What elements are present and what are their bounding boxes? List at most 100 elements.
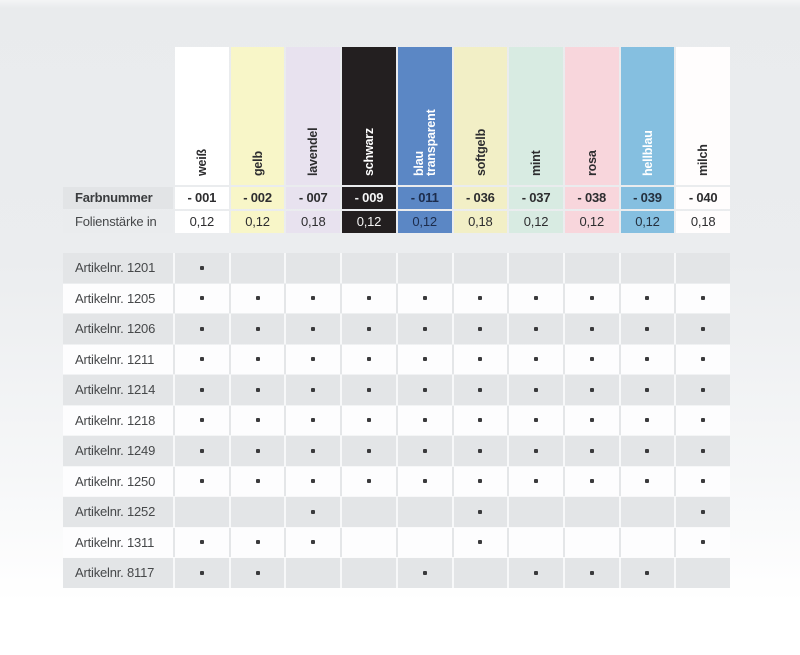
square-dot-icon [701,418,706,423]
square-dot-icon [478,448,483,453]
article-row: Artikelnr. 1201 [63,253,730,283]
availability-cell [175,283,229,313]
square-dot-icon [701,540,706,545]
color-swatch: mint [509,47,563,185]
square-dot-icon [701,448,706,453]
availability-cell [453,436,508,466]
availability-cell [676,497,730,527]
square-dot-icon [478,357,483,362]
article-number-label: Artikelnr. 1205 [63,283,173,313]
square-dot-icon [589,296,594,301]
color-name-label: milch [696,144,711,176]
availability-cell [230,466,285,496]
color-spec-table: Farbnummer Folienstärke in weiß - 001 0,12… [63,47,730,233]
availability-cell [342,558,396,588]
square-dot-icon [422,479,427,484]
color-swatch: milch [676,47,730,185]
square-dot-icon [478,509,483,514]
article-row: Artikelnr. 1218 [63,405,730,435]
availability-cell [453,314,508,344]
availability-cell [453,283,508,313]
farbnummer-value: - 007 [286,187,341,209]
color-name-label: mint [529,150,544,176]
square-dot-icon [311,326,316,331]
availability-cell [397,558,452,588]
square-dot-icon [255,418,260,423]
article-number-label: Artikelnr. 1218 [63,405,173,435]
availability-cell [286,314,341,344]
availability-cell [230,436,285,466]
availability-cell [397,344,452,374]
square-dot-icon [199,570,204,575]
availability-cell [509,375,563,405]
farbnummer-value: - 001 [175,187,229,209]
square-dot-icon [478,418,483,423]
article-row: Artikelnr. 8117 [63,558,730,588]
article-number-label: Artikelnr. 1201 [63,253,173,283]
square-dot-icon [311,387,316,392]
farbnummer-value: - 039 [620,187,675,209]
article-row: Artikelnr. 1214 [63,375,730,405]
farbnummer-value: - 002 [230,187,285,209]
availability-cell [620,497,675,527]
availability-cell [286,436,341,466]
square-dot-icon [255,387,260,392]
square-dot-icon [701,296,706,301]
availability-cell [509,314,563,344]
square-dot-icon [478,296,483,301]
article-row: Artikelnr. 1211 [63,344,730,374]
availability-cell [564,558,619,588]
square-dot-icon [255,357,260,362]
header-spacer-cell [63,47,173,185]
availability-cell [230,558,285,588]
availability-cell [397,466,452,496]
square-dot-icon [311,296,316,301]
availability-cell [342,527,396,557]
availability-cell [397,253,452,283]
availability-cell [286,344,341,374]
article-row: Artikelnr. 1205 [63,283,730,313]
availability-cell [676,375,730,405]
availability-cell [230,497,285,527]
availability-cell [175,466,229,496]
farbnummer-value: - 038 [564,187,619,209]
square-dot-icon [701,479,706,484]
square-dot-icon [255,570,260,575]
square-dot-icon [422,418,427,423]
square-dot-icon [199,479,204,484]
color-swatch: weiß [175,47,229,185]
article-row: Artikelnr. 1252 [63,497,730,527]
square-dot-icon [311,448,316,453]
availability-cell [342,466,396,496]
square-dot-icon [311,509,316,514]
availability-cell [676,527,730,557]
article-availability-table: Artikelnr. 1201 Artikelnr. 1205 Artikelnr.… [63,253,730,589]
color-name-label: softgelb [473,128,488,176]
square-dot-icon [366,326,371,331]
availability-cell [620,558,675,588]
color-swatch: gelb [230,47,285,185]
square-dot-icon [589,570,594,575]
square-dot-icon [311,357,316,362]
availability-cell [175,405,229,435]
square-dot-icon [701,387,706,392]
folienstaerke-value: 0,12 [342,211,396,233]
square-dot-icon [534,570,539,575]
square-dot-icon [478,540,483,545]
square-dot-icon [701,326,706,331]
folienstaerke-value: 0,12 [175,211,229,233]
square-dot-icon [589,448,594,453]
square-dot-icon [645,296,650,301]
article-number-label: Artikelnr. 8117 [63,558,173,588]
availability-cell [564,466,619,496]
availability-cell [509,344,563,374]
availability-cell [397,283,452,313]
availability-cell [620,375,675,405]
article-number-label: Artikelnr. 1252 [63,497,173,527]
availability-cell [620,436,675,466]
availability-cell [397,375,452,405]
availability-cell [397,497,452,527]
article-number-label: Artikelnr. 1214 [63,375,173,405]
square-dot-icon [199,387,204,392]
